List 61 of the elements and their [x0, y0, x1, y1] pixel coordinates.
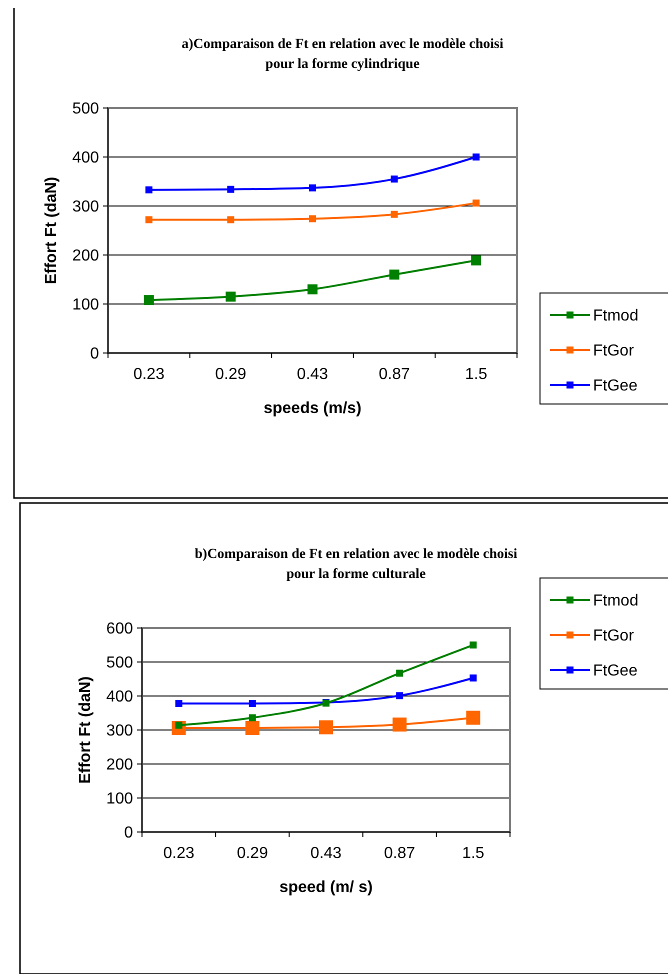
legend-label: Ftmod: [593, 308, 638, 325]
y-tick-label: 0: [90, 346, 100, 363]
point: [309, 215, 316, 222]
y-tick-label: 300: [106, 722, 134, 740]
y-tick-label: 500: [72, 100, 100, 118]
chart-title: a)Comparaison de Ft en relation avec le modèle choisi pour la forme cylindrique: [182, 37, 504, 72]
x-tick-label: 0.43: [310, 845, 342, 862]
point: [392, 718, 407, 732]
x-tick-label: 1.5: [464, 366, 488, 383]
x-tick-label: 1.5: [462, 845, 484, 862]
y-tick-label: 600: [106, 620, 134, 638]
point: [390, 210, 398, 218]
point: [396, 670, 404, 677]
x-tick-label: 0.43: [296, 366, 328, 383]
x-tick-label: 0.23: [163, 845, 194, 862]
point: [390, 176, 398, 183]
x-tick-label: 0.87: [384, 845, 416, 862]
y-tick-label: 400: [72, 150, 100, 167]
point: [471, 255, 482, 266]
point: [227, 216, 234, 224]
point: [226, 292, 236, 302]
point: [470, 642, 477, 648]
point: [466, 710, 480, 725]
point: [308, 284, 318, 294]
y-axis-title: Effort Ft (daN): [43, 176, 60, 284]
y-tick-label: 100: [106, 790, 134, 808]
legend-label: FtGee: [593, 378, 638, 395]
y-tick-label: 200: [72, 248, 100, 265]
y-tick-label: 200: [106, 756, 134, 774]
y-tick-label: 0: [124, 824, 134, 842]
point: [145, 216, 152, 224]
x-tick-label: 0.29: [236, 845, 268, 862]
point: [319, 720, 333, 734]
point: [245, 720, 260, 735]
point: [227, 186, 234, 193]
point: [175, 700, 182, 707]
y-tick-label: 300: [72, 198, 100, 216]
legend-label: Ftmod: [593, 592, 638, 610]
point: [389, 270, 400, 280]
legend-label: FtGor: [593, 628, 635, 645]
point: [472, 154, 480, 160]
legend-label: FtGor: [593, 342, 635, 360]
x-tick-label: 0.29: [215, 366, 246, 383]
y-tick-label: 400: [106, 688, 134, 706]
legend-label: FtGee: [593, 662, 638, 680]
point: [248, 714, 256, 722]
point: [472, 200, 480, 207]
point: [396, 692, 404, 700]
point: [470, 674, 477, 682]
point: [145, 186, 152, 194]
y-tick-label: 100: [72, 296, 100, 314]
y-axis-title: Effort Ft (daN): [77, 676, 94, 784]
x-tick-label: 0.23: [133, 366, 165, 383]
x-axis-title: speed (m/ s): [279, 879, 373, 896]
chart-title: b)Comparaison de Ft en relation avec le modèle choisi pour la forme culturale: [194, 547, 518, 582]
point: [144, 295, 154, 306]
y-tick-label: 500: [106, 654, 134, 672]
x-tick-label: 0.87: [378, 366, 410, 383]
point: [309, 184, 316, 192]
x-axis-title: speeds (m/s): [264, 400, 362, 417]
point: [248, 700, 256, 707]
